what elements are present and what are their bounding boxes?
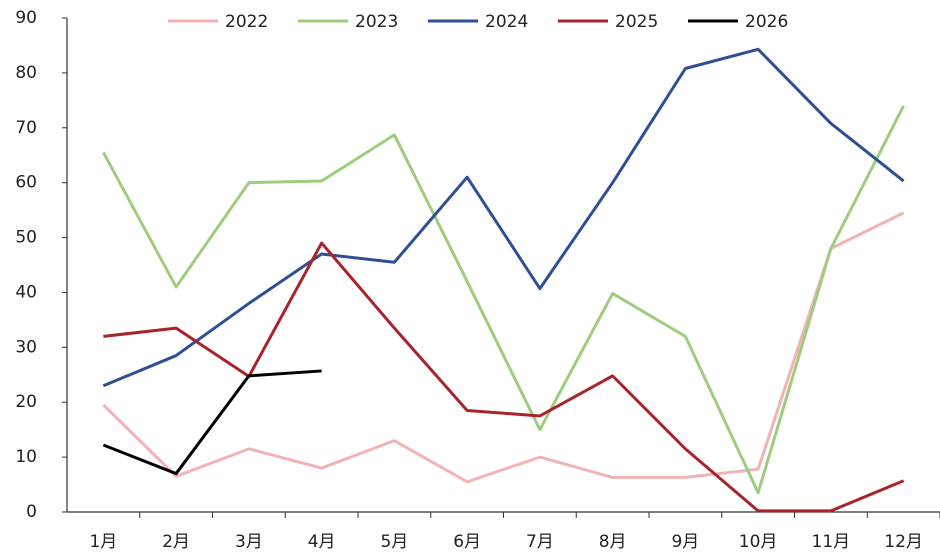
series-line	[102, 105, 905, 495]
x-tick-label: 7月	[526, 532, 554, 552]
x-tick-label: 4月	[308, 532, 336, 552]
x-tick-label: 1月	[89, 532, 117, 552]
x-tick-label: 10月	[739, 532, 778, 552]
y-tick-label: 40	[15, 282, 37, 302]
series-line	[102, 369, 322, 476]
x-tick-label: 8月	[599, 532, 627, 552]
legend-label: 2024	[485, 12, 528, 32]
y-tick-label: 10	[15, 447, 37, 467]
legend-label: 2025	[615, 12, 658, 32]
y-tick-label: 80	[15, 63, 37, 83]
series-line	[103, 241, 905, 513]
legend-label: 2022	[225, 12, 268, 32]
x-tick-label: 3月	[235, 532, 263, 552]
y-tick-label: 0	[26, 502, 37, 522]
x-tick-label: 11月	[812, 532, 851, 552]
x-tick-label: 5月	[380, 532, 408, 552]
legend-label: 2023	[355, 12, 398, 32]
y-tick-label: 60	[15, 173, 37, 193]
x-tick-label: 12月	[884, 532, 923, 552]
x-tick-label: 9月	[671, 532, 699, 552]
y-tick-label: 90	[15, 8, 37, 28]
y-tick-label: 20	[15, 392, 37, 412]
x-tick-label: 2月	[162, 532, 190, 552]
x-tick-label: 6月	[453, 532, 481, 552]
y-tick-label: 50	[15, 228, 37, 248]
series-line	[102, 211, 905, 484]
legend-label: 2026	[745, 12, 788, 32]
y-tick-label: 70	[15, 118, 37, 138]
series-line	[102, 47, 905, 388]
y-tick-label: 30	[15, 337, 37, 357]
